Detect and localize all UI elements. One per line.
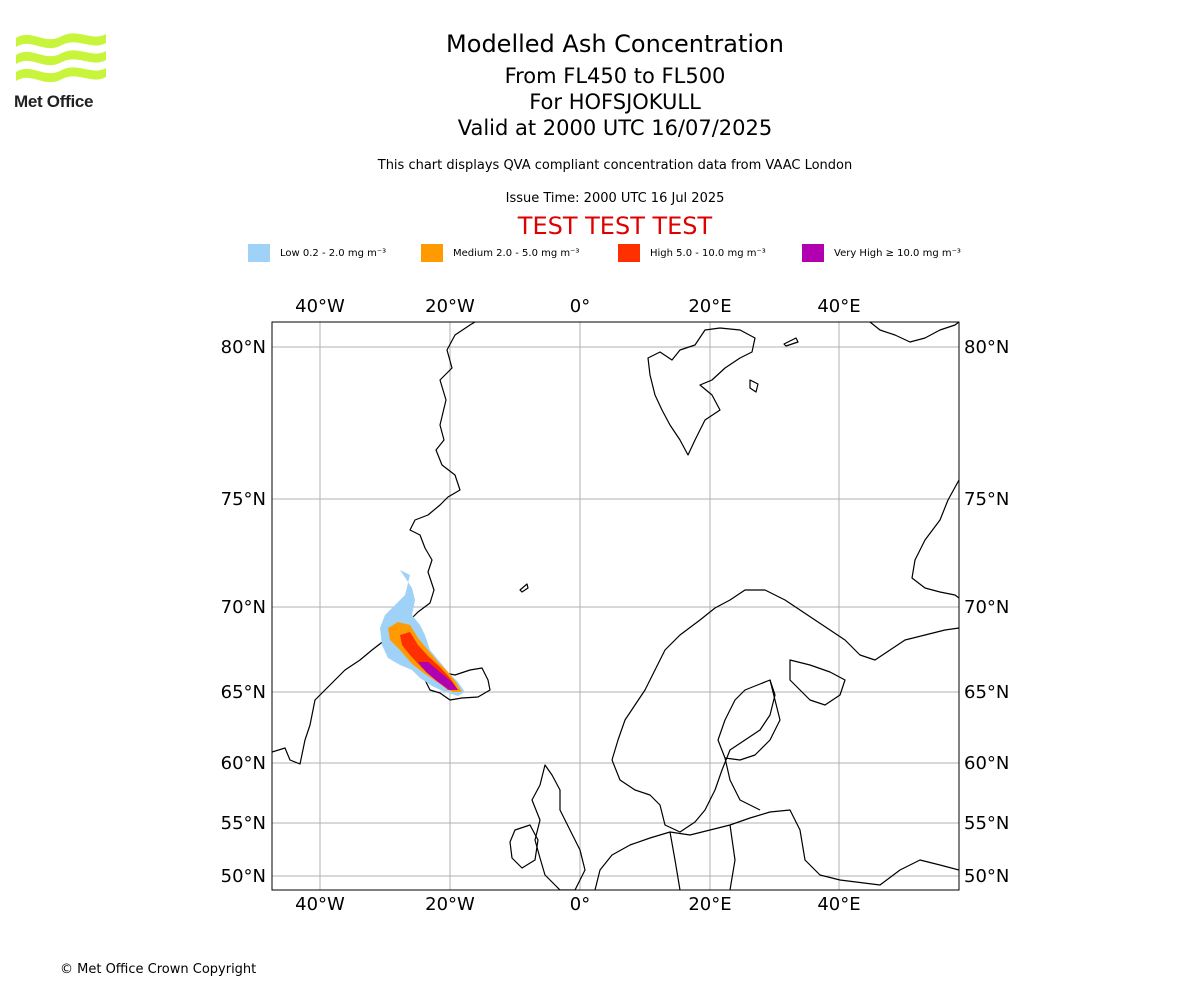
- test-banner: TEST TEST TEST: [517, 212, 713, 240]
- volcano-name: For HOFSJOKULL: [529, 90, 701, 114]
- lat-tick-right-50n: 50°N: [964, 866, 1009, 887]
- lon-tick-bottom-40e: 40°E: [817, 894, 860, 915]
- lat-tick-left-80n: 80°N: [221, 337, 266, 358]
- legend-item-very-high: Very High ≥ 10.0 mg m⁻³: [802, 244, 961, 262]
- met-office-logo: Met Office: [14, 30, 108, 112]
- lat-tick-right-60n: 60°N: [964, 753, 1009, 774]
- lon-tick-top-40w: 40°W: [295, 296, 345, 317]
- legend-swatch-medium: [421, 244, 443, 262]
- legend-swatch-low: [248, 244, 270, 262]
- coastline-jan-mayen: [519, 583, 529, 593]
- lat-tick-right-75n: 75°N: [964, 489, 1009, 510]
- legend-item-low: Low 0.2 - 2.0 mg m⁻³: [248, 244, 386, 262]
- met-office-waves-icon: [16, 33, 106, 83]
- lon-tick-bottom-20e: 20°E: [688, 894, 731, 915]
- valid-time: Valid at 2000 UTC 16/07/2025: [457, 116, 773, 140]
- chart-title: Modelled Ash Concentration: [446, 30, 784, 58]
- coastline-svalbard-island: [783, 337, 799, 347]
- lat-tick-left-55n: 55°N: [221, 813, 266, 834]
- lon-tick-top-20e: 20°E: [688, 296, 731, 317]
- legend-swatch-very-high: [802, 244, 824, 262]
- legend-item-medium: Medium 2.0 - 5.0 mg m⁻³: [421, 244, 579, 262]
- legend-item-high: High 5.0 - 10.0 mg m⁻³: [618, 244, 766, 262]
- coastline-franz-josef: [869, 322, 959, 343]
- logo-text: Met Office: [14, 92, 94, 111]
- coastline-greenland: [272, 322, 476, 765]
- lat-tick-right-80n: 80°N: [964, 337, 1009, 358]
- lon-tick-bottom-40w: 40°W: [295, 894, 345, 915]
- coastline-kola: [789, 659, 846, 706]
- ash-very-high: [418, 662, 458, 690]
- lat-tick-right-65n: 65°N: [964, 682, 1009, 703]
- ash-plume: [380, 570, 465, 696]
- lat-tick-right-70n: 70°N: [964, 597, 1009, 618]
- border-poland-east: [729, 824, 736, 890]
- map-frame: [271, 321, 960, 891]
- lon-tick-top-40e: 40°E: [817, 296, 860, 317]
- lon-tick-bottom-0: 0°: [570, 894, 590, 915]
- copyright-notice: © Met Office Crown Copyright: [60, 962, 257, 977]
- lon-tick-top-20w: 20°W: [425, 296, 475, 317]
- legend-label-medium: Medium 2.0 - 5.0 mg m⁻³: [453, 247, 580, 259]
- lat-tick-left-75n: 75°N: [221, 489, 266, 510]
- ash-low: [380, 570, 465, 696]
- chart-description: This chart displays QVA compliant concen…: [377, 158, 853, 173]
- lon-tick-bottom-20w: 20°W: [425, 894, 475, 915]
- legend-label-low: Low 0.2 - 2.0 mg m⁻³: [280, 247, 387, 259]
- coastline-svalbard: [647, 327, 756, 456]
- lat-tick-left-70n: 70°N: [221, 597, 266, 618]
- lat-tick-right-55n: 55°N: [964, 813, 1009, 834]
- coastline-ireland: [509, 824, 539, 869]
- lon-tick-top-0: 0°: [570, 296, 590, 317]
- map-gridlines: [272, 322, 959, 890]
- flight-levels: From FL450 to FL500: [504, 64, 726, 88]
- legend-label-high: High 5.0 - 10.0 mg m⁻³: [650, 247, 766, 259]
- coastline-novaya-zemlya: [911, 479, 959, 599]
- lat-tick-left-65n: 65°N: [221, 682, 266, 703]
- coastline-great-britain: [531, 764, 586, 890]
- coastline-scandinavia: [611, 589, 959, 761]
- border-germany-poland: [669, 831, 681, 890]
- legend-swatch-high: [618, 244, 640, 262]
- issue-time: Issue Time: 2000 UTC 16 Jul 2025: [505, 191, 725, 206]
- coastline-norway-sweden-south: [611, 679, 776, 833]
- legend-label-very-high: Very High ≥ 10.0 mg m⁻³: [834, 247, 961, 259]
- coastline-svalbard-islet: [749, 379, 759, 393]
- lat-tick-left-60n: 60°N: [221, 753, 266, 774]
- coastline-europe: [594, 809, 959, 890]
- coastline-iceland: [424, 667, 491, 701]
- coastline-baltic: [724, 757, 761, 811]
- lat-tick-left-50n: 50°N: [221, 866, 266, 887]
